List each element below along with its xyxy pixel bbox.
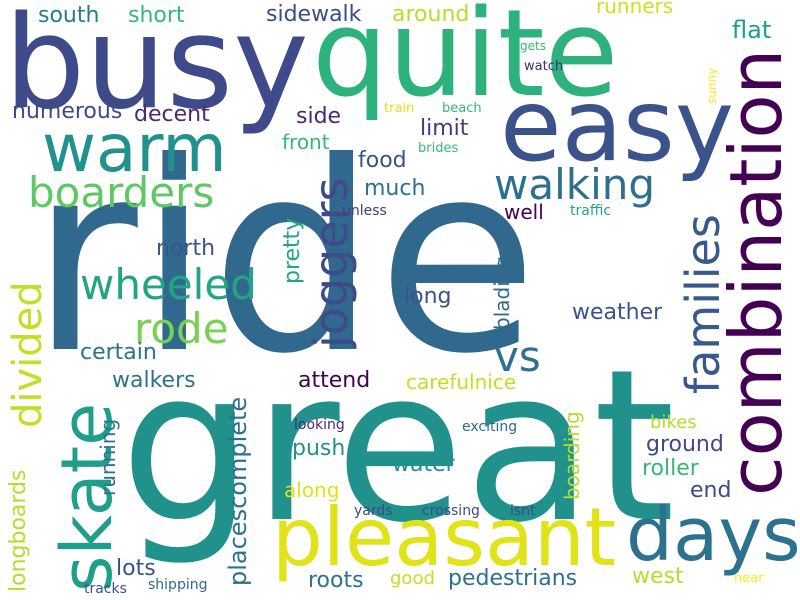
word-carefulnice: carefulnice xyxy=(406,370,517,394)
word-families: families xyxy=(676,214,730,394)
word-boarding: boarding xyxy=(560,411,584,500)
word-quite: quite xyxy=(312,0,619,124)
word-well: well xyxy=(504,200,544,224)
word-traffic: traffic xyxy=(570,203,612,219)
word-long: long xyxy=(404,284,452,309)
word-ride: ride xyxy=(30,106,539,411)
word-brides: brides xyxy=(418,141,459,156)
word-watch: watch xyxy=(524,59,564,74)
word-roller: roller xyxy=(642,456,699,481)
word-flat: flat xyxy=(732,16,772,44)
word-walkers: walkers xyxy=(112,368,196,393)
word-yards: yards xyxy=(354,503,393,519)
word-limit: limit xyxy=(420,116,469,141)
word-tracks: tracks xyxy=(84,581,127,597)
word-end: end xyxy=(690,478,732,503)
word-numerous: numerous xyxy=(12,99,123,124)
word-beach: beach xyxy=(442,101,482,116)
word-decent: decent xyxy=(134,102,210,127)
word-wheeled: wheeled xyxy=(80,260,257,309)
word-busy: busy xyxy=(4,0,309,138)
word-side: side xyxy=(296,104,342,129)
word-around: around xyxy=(392,2,470,27)
word-weather: weather xyxy=(572,300,663,325)
word-vs: vs xyxy=(494,332,541,381)
word-divided: divided xyxy=(5,281,51,428)
word-along: along xyxy=(284,478,340,502)
word-bikes: bikes xyxy=(650,412,697,433)
word-pleasant: pleasant xyxy=(272,491,617,584)
word-crossing: crossing xyxy=(422,503,480,519)
word-lots: lots xyxy=(116,556,156,581)
word-blading: blading xyxy=(490,255,514,330)
word-exciting: exciting xyxy=(462,419,518,435)
word-great: great xyxy=(120,324,676,569)
word-unless: unless xyxy=(342,203,387,219)
word-combination: combination xyxy=(714,48,798,496)
word-roots: roots xyxy=(308,568,364,593)
word-rode: rode xyxy=(134,304,229,353)
word-sidewalk: sidewalk xyxy=(266,2,362,27)
word-front: front xyxy=(282,130,330,154)
word-ground: ground xyxy=(646,432,724,457)
word-runners: runners xyxy=(596,0,674,18)
word-gets: gets xyxy=(520,39,546,53)
word-short: short xyxy=(128,3,185,28)
word-placescomplete: placescomplete xyxy=(224,396,252,586)
word-pedestrians: pedestrians xyxy=(448,566,578,591)
word-much: much xyxy=(364,176,426,201)
word-days: days xyxy=(626,492,800,578)
word-boarders: boarders xyxy=(28,168,215,217)
word-water: water xyxy=(392,452,455,477)
word-good: good xyxy=(390,568,435,589)
word-attend: attend xyxy=(298,368,371,393)
word-south: south xyxy=(38,3,100,28)
word-west: west xyxy=(632,564,684,589)
word-longboards: longboards xyxy=(6,469,31,592)
word-walking: walking xyxy=(494,160,656,209)
word-pretty: pretty xyxy=(280,217,305,284)
word-shipping: shipping xyxy=(148,577,208,593)
word-running: running xyxy=(96,418,120,496)
word-looking: looking xyxy=(294,417,345,433)
word-isnt: isnt xyxy=(510,503,536,519)
word-easy: easy xyxy=(500,67,735,184)
word-near: near xyxy=(734,571,764,586)
word-push: push xyxy=(292,436,346,461)
word-certain: certain xyxy=(80,340,157,365)
word-food: food xyxy=(358,148,407,173)
word-train: train xyxy=(384,101,415,116)
word-sunny: sunny xyxy=(705,67,719,104)
word-north: north xyxy=(156,236,216,261)
word-warm: warm xyxy=(42,110,227,187)
